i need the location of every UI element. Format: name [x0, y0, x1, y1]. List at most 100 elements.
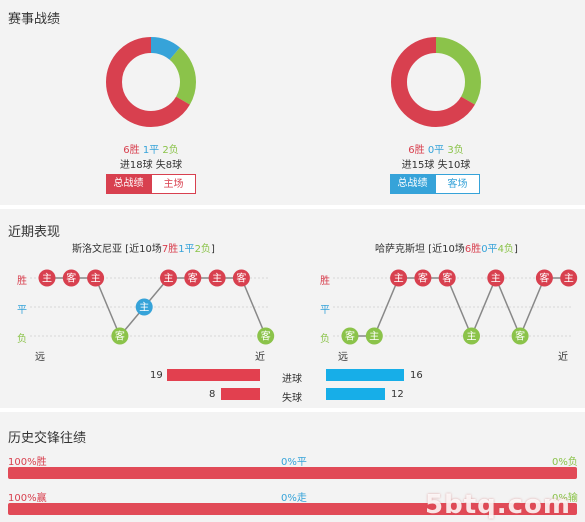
venue-label: 客	[345, 330, 355, 343]
watermark: 5btq.com	[425, 490, 571, 520]
left-axis-far: 远	[35, 352, 45, 363]
right-away-button[interactable]: 客场	[435, 174, 480, 194]
recent-form-panel: 近期表现 斯洛文尼亚 [近10场7胜1平2负] 哈萨克斯坦 [近10场6胜0平4…	[0, 209, 585, 408]
right-axis-draw: 平	[320, 305, 330, 316]
right-axis-near: 近	[558, 352, 568, 363]
right-form-chart: 客主主客客主主客客主	[333, 269, 578, 345]
losses-slice	[106, 37, 196, 127]
left-record-donut	[106, 37, 196, 127]
result-marker[interactable]	[511, 327, 529, 345]
result-marker[interactable]	[365, 327, 383, 345]
divider	[0, 408, 585, 412]
head-to-head-panel: 历史交锋往绩 100%胜 0%平 0%负 100%赢 0%走 0%输 5btq.…	[0, 412, 585, 522]
venue-label: 客	[261, 330, 271, 343]
left-goals-for: 进18球	[119, 160, 153, 171]
result-marker[interactable]	[184, 269, 202, 287]
venue-label: 主	[164, 273, 174, 285]
right-recent-draws: 0平	[481, 244, 498, 255]
venue-label: 主	[42, 273, 52, 285]
venue-label: 客	[539, 272, 549, 285]
venue-label: 客	[418, 272, 428, 285]
section-title: 赛事战绩	[8, 12, 61, 27]
right-axis-loss: 负	[320, 334, 330, 345]
result-marker[interactable]	[208, 269, 226, 287]
right-recent-wins: 6胜	[464, 244, 482, 255]
result-marker[interactable]	[560, 269, 578, 287]
left-recent-draws: 1平	[178, 244, 195, 255]
result-marker[interactable]	[257, 327, 275, 345]
h2h-handicap-loss-pct: 0%输	[552, 493, 578, 504]
result-marker[interactable]	[87, 269, 105, 287]
venue-label: 客	[236, 272, 246, 285]
left-conceded-bar	[220, 388, 260, 400]
venue-label: 主	[91, 273, 101, 285]
h2h-win-pct: 100%胜	[8, 457, 47, 468]
result-marker[interactable]	[487, 269, 505, 287]
venue-label: 主	[369, 331, 379, 343]
venue-label: 客	[66, 272, 76, 285]
result-marker[interactable]	[438, 269, 456, 287]
venue-label: 主	[491, 273, 501, 285]
right-axis-win: 胜	[320, 276, 330, 287]
venue-label: 客	[115, 330, 125, 343]
left-goals-value: 19	[150, 370, 163, 381]
h2h-handicap-push-pct: 0%走	[281, 493, 307, 504]
venue-label: 客	[515, 330, 525, 343]
right-conceded-bar	[326, 388, 385, 400]
right-team-prefix: 哈萨克斯坦 [近10场	[375, 244, 465, 255]
right-goals-for: 进15球	[401, 160, 435, 171]
left-axis-draw: 平	[17, 305, 27, 316]
left-team-suffix: ]	[210, 244, 215, 255]
right-goals-value: 16	[410, 370, 423, 381]
result-marker[interactable]	[62, 269, 80, 287]
venue-label: 主	[139, 302, 149, 314]
result-marker[interactable]	[38, 269, 56, 287]
venue-label: 主	[212, 273, 222, 285]
right-draws: 0平	[427, 145, 445, 156]
h2h-draw-pct: 0%平	[281, 457, 307, 468]
venue-label: 主	[564, 273, 574, 285]
right-team-summary: 哈萨克斯坦 [近10场6胜0平4负]	[375, 240, 518, 255]
goals-legend: 进球	[282, 374, 302, 385]
left-home-button[interactable]: 主场	[151, 174, 196, 194]
result-marker[interactable]	[390, 269, 408, 287]
result-marker[interactable]	[135, 298, 153, 316]
venue-label: 主	[467, 331, 477, 343]
result-marker[interactable]	[160, 269, 177, 287]
result-marker[interactable]	[232, 269, 250, 287]
conceded-legend: 失球	[282, 393, 302, 404]
result-marker[interactable]	[535, 269, 553, 287]
right-goals-bar	[326, 369, 405, 381]
left-form-chart: 主客主客主主客主客客	[30, 269, 275, 345]
left-wins: 6胜	[123, 145, 140, 156]
left-wdl: 6胜 1平 2负	[91, 141, 211, 156]
right-record-donut	[391, 37, 481, 127]
right-goals-against: 失10球	[437, 160, 471, 171]
form-line	[350, 276, 569, 338]
left-draws: 1平	[142, 145, 160, 156]
h2h-result-bar	[8, 467, 577, 479]
right-conceded-value: 12	[391, 389, 404, 400]
left-goals-bar	[167, 369, 260, 381]
section-title: 历史交锋往绩	[8, 431, 87, 446]
divider	[0, 205, 585, 209]
left-all-record-button[interactable]: 总战绩	[106, 174, 151, 194]
result-marker[interactable]	[463, 327, 480, 345]
right-team-suffix: ]	[513, 244, 518, 255]
result-marker[interactable]	[111, 327, 129, 345]
result-marker[interactable]	[341, 327, 359, 345]
right-losses: 3负	[447, 145, 464, 156]
left-recent-losses: 2负	[194, 244, 211, 255]
section-title: 近期表现	[8, 225, 61, 240]
result-marker[interactable]	[414, 269, 432, 287]
h2h-handicap-win-pct: 100%赢	[8, 493, 47, 504]
left-axis-near: 近	[255, 352, 265, 363]
right-all-record-button[interactable]: 总战绩	[390, 174, 435, 194]
right-recent-losses: 4负	[497, 244, 514, 255]
h2h-loss-pct: 0%负	[552, 457, 578, 468]
venue-label: 主	[394, 273, 404, 285]
right-wdl: 6胜 0平 3负	[376, 141, 496, 156]
right-axis-far: 远	[338, 352, 348, 363]
left-goals-against: 失8球	[155, 160, 183, 171]
right-goals-line: 进15球 失10球	[376, 156, 496, 171]
